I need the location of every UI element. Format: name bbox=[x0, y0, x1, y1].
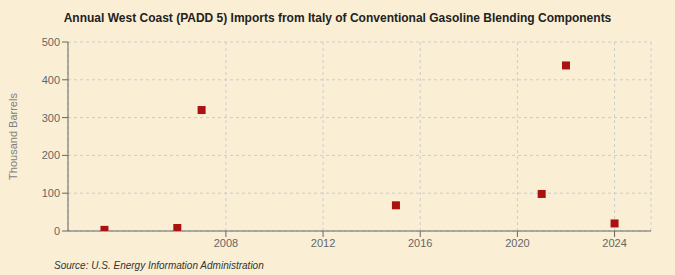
svg-text:0: 0 bbox=[54, 225, 60, 237]
svg-text:400: 400 bbox=[42, 74, 60, 86]
svg-text:2008: 2008 bbox=[214, 237, 238, 249]
html-text:Source: U.S. Energy Informatio: Source: U.S. Energy Information Administ… bbox=[54, 259, 264, 271]
svg-text:300: 300 bbox=[42, 112, 60, 124]
svg-text:200: 200 bbox=[42, 149, 60, 161]
svg-text:Thousand Barrels: Thousand Barrels bbox=[8, 93, 19, 180]
svg-text:2012: 2012 bbox=[311, 237, 335, 249]
svg-text:2024: 2024 bbox=[602, 237, 626, 249]
svg-text:2016: 2016 bbox=[408, 237, 432, 249]
svg-text:100: 100 bbox=[42, 187, 60, 199]
svg-text:2020: 2020 bbox=[505, 237, 529, 249]
svg-text:500: 500 bbox=[42, 36, 60, 48]
html-text:Annual West Coast (PADD 5) Imp: Annual West Coast (PADD 5) Imports from … bbox=[63, 11, 612, 25]
